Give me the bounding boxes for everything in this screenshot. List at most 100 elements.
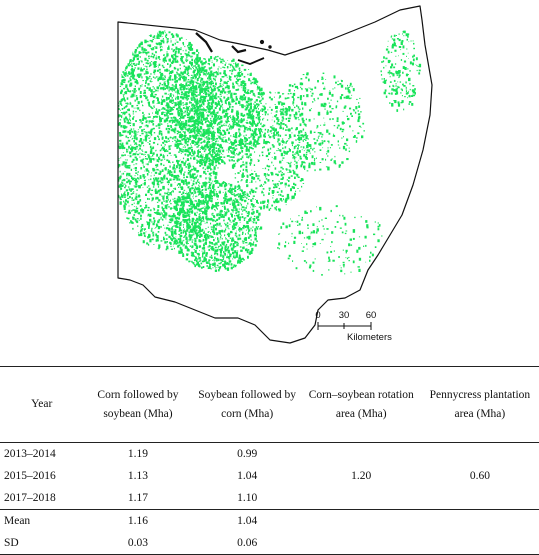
crop-pixel: [234, 207, 237, 209]
crop-pixel: [177, 94, 178, 96]
crop-pixel: [127, 179, 130, 183]
crop-pixel: [119, 108, 121, 110]
crop-pixel: [218, 213, 220, 217]
crop-pixel: [173, 164, 175, 167]
crop-pixel: [129, 182, 131, 185]
crop-pixel: [159, 193, 162, 196]
crop-pixel: [183, 239, 185, 241]
crop-pixel: [198, 257, 200, 259]
crop-pixel: [127, 102, 129, 103]
crop-pixel: [151, 34, 153, 36]
crop-pixel: [187, 186, 189, 188]
crop-pixel: [172, 243, 174, 245]
crop-pixel: [207, 73, 209, 75]
crop-pixel: [157, 177, 160, 180]
crop-pixel: [205, 157, 207, 160]
crop-pixel: [187, 224, 190, 228]
crop-pixel: [200, 221, 202, 224]
crop-pixel: [224, 91, 227, 94]
crop-pixel: [224, 136, 226, 138]
crop-pixel: [228, 127, 231, 130]
crop-pixel: [250, 122, 254, 126]
crop-pixel: [228, 239, 230, 241]
crop-pixel: [232, 67, 234, 69]
crop-pixel: [259, 128, 262, 130]
crop-pixel: [155, 97, 157, 99]
crop-pixel: [113, 110, 114, 111]
crop-pixel: [238, 208, 241, 210]
crop-pixel: [204, 137, 206, 139]
crop-pixel: [126, 151, 129, 153]
crop-pixel: [128, 72, 131, 75]
crop-pixel: [179, 67, 181, 70]
crop-pixel: [248, 112, 251, 115]
crop-pixel: [133, 89, 135, 92]
crop-pixel: [197, 149, 199, 151]
crop-pixel: [160, 171, 162, 173]
crop-pixel: [158, 42, 160, 44]
crop-pixel: [159, 120, 161, 123]
crop-pixel: [193, 74, 197, 77]
crop-pixel: [174, 57, 177, 61]
crop-pixel: [188, 231, 190, 233]
crop-pixel: [203, 58, 205, 60]
crop-pixel: [183, 226, 184, 228]
crop-pixel: [211, 132, 214, 136]
crop-pixel: [225, 141, 228, 143]
crop-pixel: [193, 126, 195, 129]
crop-pixel: [187, 195, 190, 199]
crop-pixel: [142, 118, 145, 121]
crop-pixel: [255, 206, 257, 207]
crop-pixel: [255, 222, 257, 225]
crop-pixel: [218, 126, 221, 128]
crop-pixel: [121, 146, 123, 149]
crop-pixel: [160, 48, 162, 51]
crop-pixel: [192, 87, 195, 90]
crop-pixel: [208, 231, 210, 233]
crop-pixel: [248, 78, 251, 82]
crop-pixel: [126, 177, 128, 180]
crop-pixel: [250, 90, 252, 92]
crop-pixel: [259, 226, 263, 230]
crop-pixel: [222, 111, 224, 113]
crop-pixel: [160, 33, 162, 36]
crop-pixel: [205, 132, 208, 135]
crop-pixel: [185, 128, 187, 131]
crop-pixel: [163, 216, 165, 218]
crop-pixel: [174, 77, 177, 80]
crop-pixel: [204, 58, 206, 60]
crop-pixel: [250, 146, 253, 149]
crop-pixel: [239, 257, 241, 259]
crop-pixel: [215, 92, 218, 96]
crop-pixel: [122, 125, 125, 128]
crop-pixel: [184, 216, 186, 218]
crop-pixel: [150, 55, 152, 57]
crop-pixel: [182, 191, 185, 195]
crop-pixel: [152, 38, 154, 40]
crop-pixel: [188, 205, 190, 207]
crop-pixel: [139, 175, 142, 178]
crop-pixel: [183, 115, 186, 117]
crop-pixel: [167, 63, 169, 65]
crop-pixel: [152, 36, 155, 39]
crop-pixel: [127, 197, 130, 200]
crop-pixel: [152, 86, 154, 88]
crop-pixel: [215, 141, 217, 143]
crop-pixel: [147, 131, 149, 133]
crop-pixel: [210, 67, 213, 69]
crop-pixel: [155, 115, 158, 118]
crop-pixel: [144, 57, 147, 61]
crop-pixel: [197, 69, 200, 74]
crop-pixel: [199, 83, 202, 87]
crop-pixel: [186, 191, 188, 193]
crop-pixel: [214, 265, 216, 268]
crop-pixel: [254, 231, 257, 234]
crop-pixel: [148, 101, 150, 105]
crop-pixel: [185, 183, 187, 185]
crop-pixel: [129, 212, 131, 214]
crop-pixel: [248, 219, 251, 222]
crop-pixel: [115, 135, 116, 136]
crop-pixel: [191, 108, 194, 112]
crop-pixel: [135, 64, 137, 66]
crop-pixel: [118, 107, 120, 110]
